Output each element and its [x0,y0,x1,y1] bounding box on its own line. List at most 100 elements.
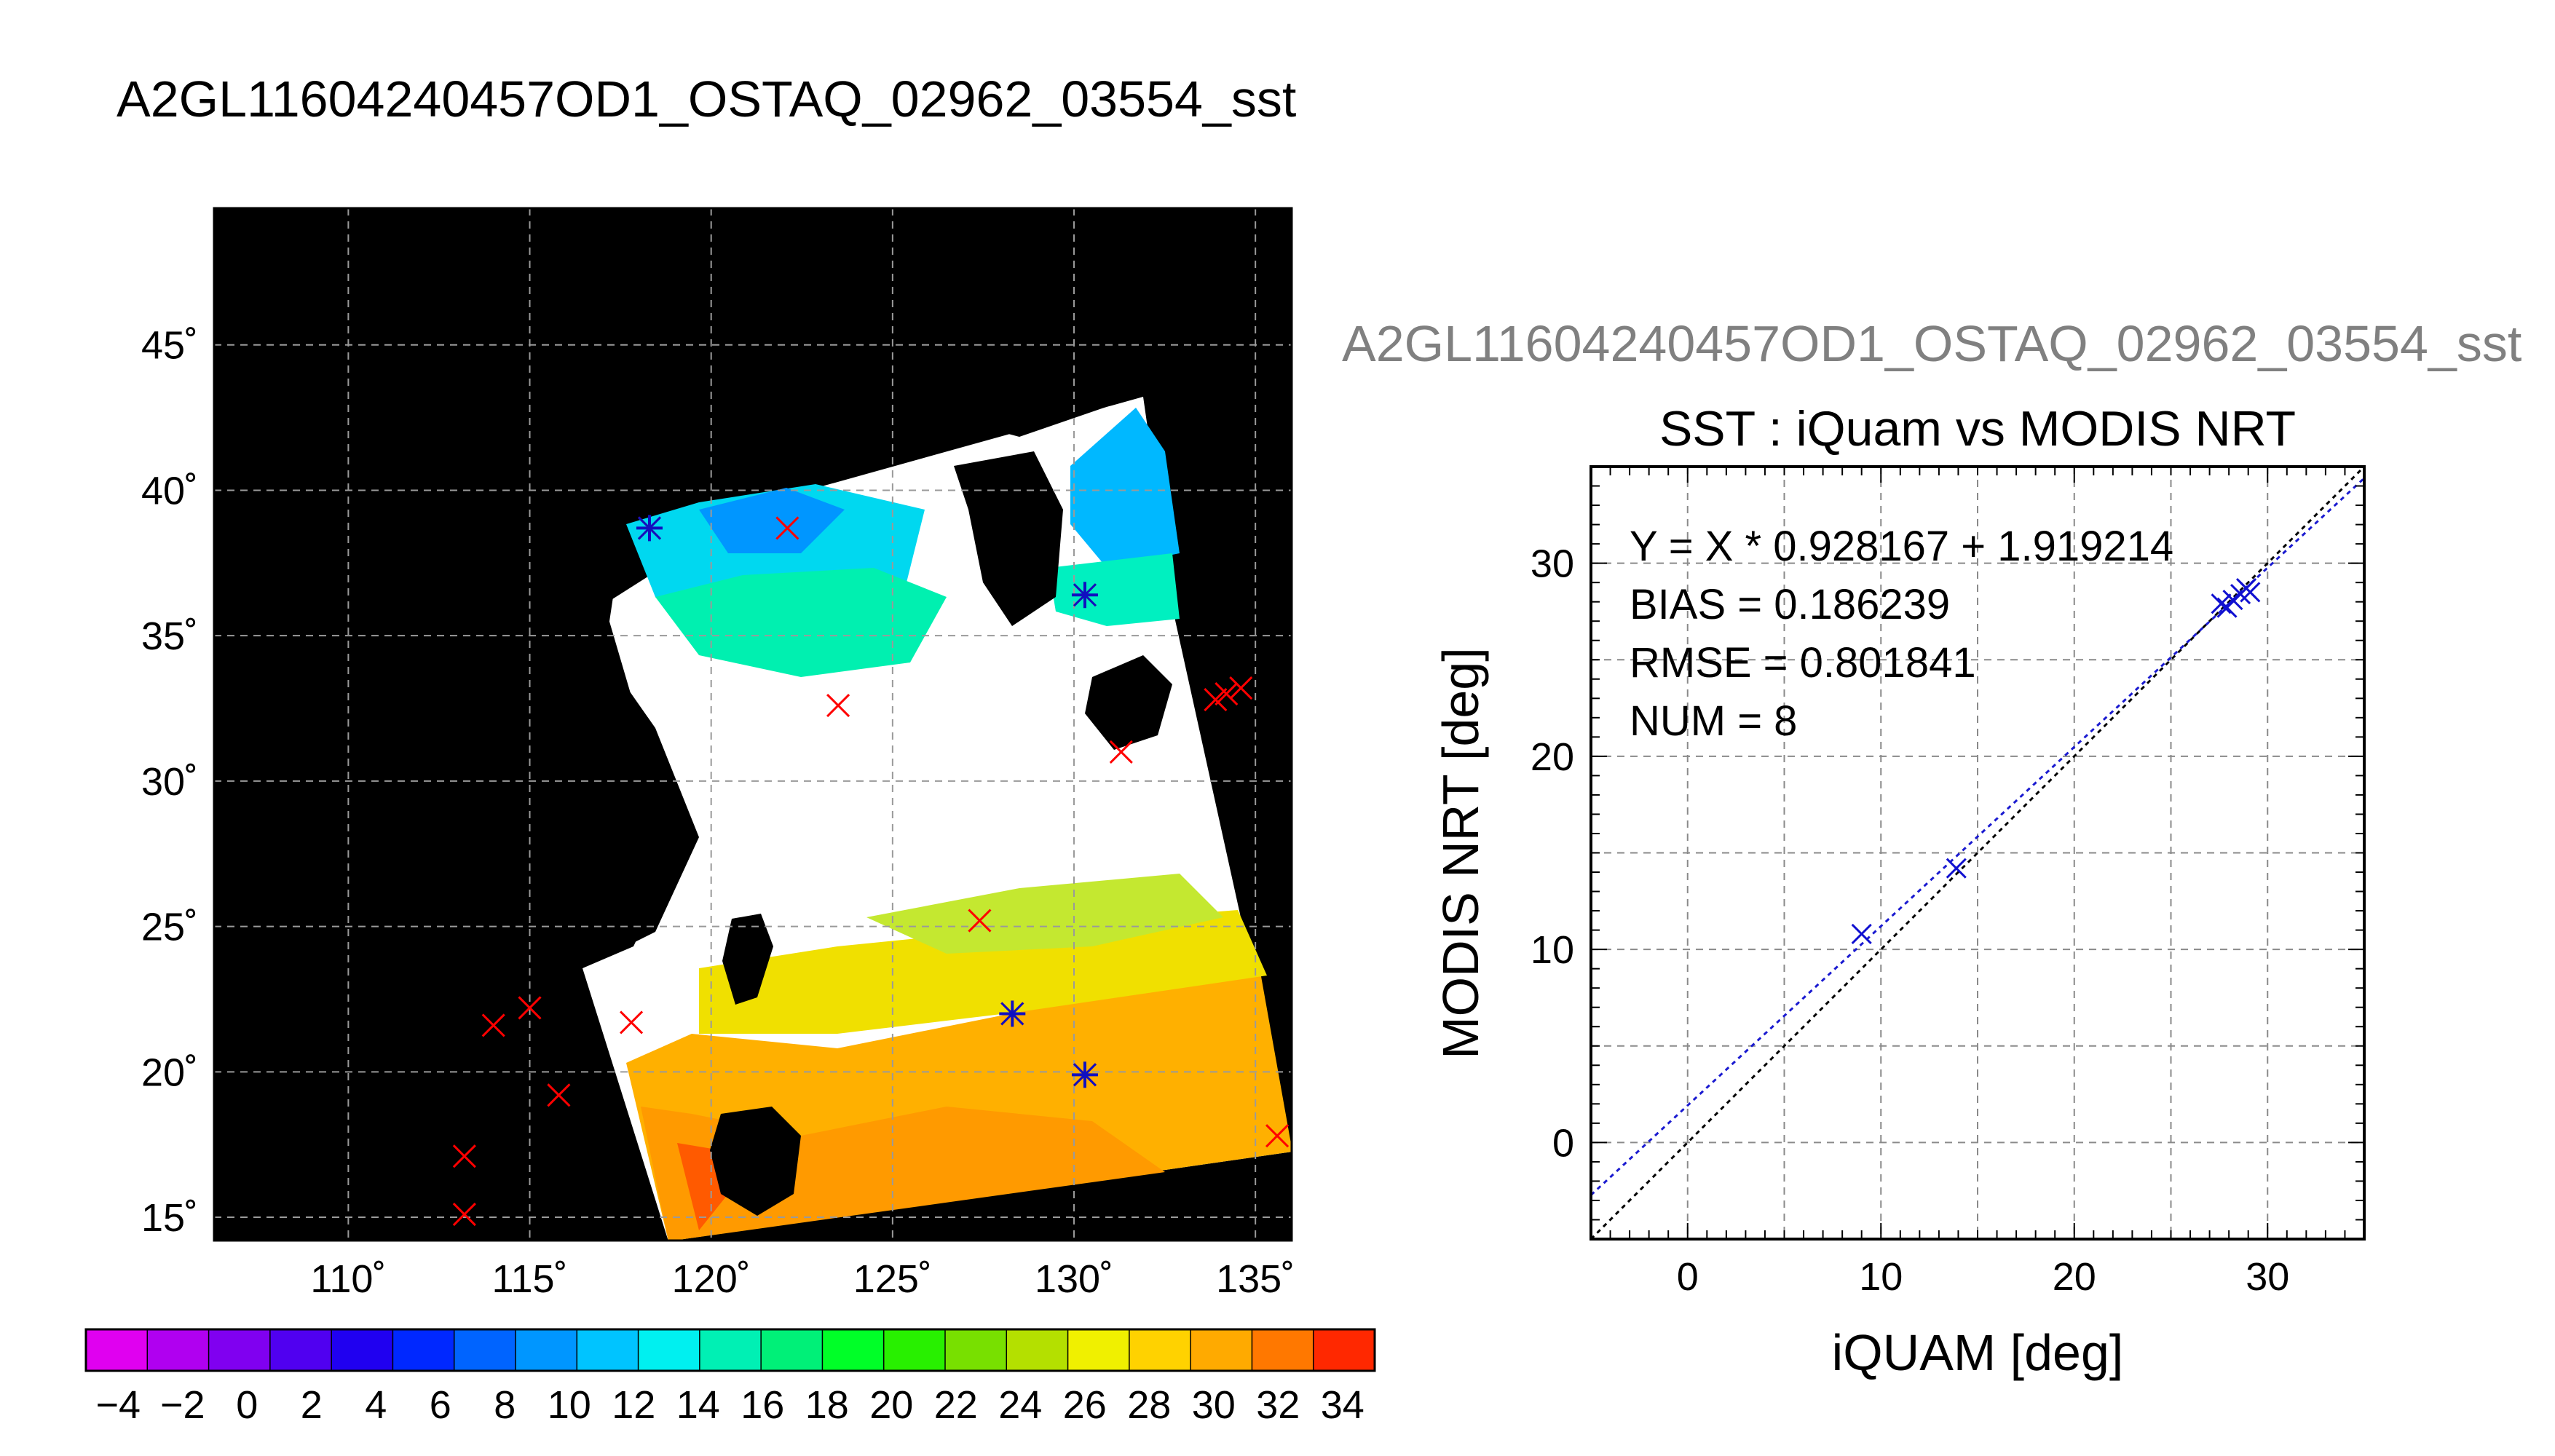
colorbar-tick-label: 4 [365,1383,387,1427]
scatter-y-tick-label: 10 [1531,928,1574,972]
map-lat-labels: 45˚ 40˚ 35˚ 30˚ 25˚ 20˚ 15˚ [141,324,198,1240]
buoy-marker [1109,740,1133,764]
colorbar-tick-label: 8 [494,1383,516,1427]
colorbar-swatches [85,1329,1376,1372]
map-lat-tick-label: 40˚ [141,469,198,513]
colorbar-swatch [1251,1329,1314,1372]
colorbar-swatch [269,1329,333,1372]
regression-fit-line [1591,477,2364,1196]
scatter-points [1851,578,2261,944]
colorbar-swatch [208,1329,272,1372]
buoy-marker [452,1202,476,1227]
scatter-y-axis-label: MODIS NRT [deg] [1432,647,1489,1059]
colorbar-tick-label: 22 [934,1383,978,1427]
swath-green-yellow [866,874,1223,954]
colorbar-tick-label: −2 [160,1383,205,1427]
buoy-marker [1071,582,1098,609]
map-lat-tick-label: 35˚ [141,614,198,658]
colorbar-swatch [392,1329,455,1372]
buoy-marker [1265,1124,1290,1148]
map-lon-tick-label: 110˚ [310,1257,386,1301]
colorbar-tick-label: 24 [998,1383,1042,1427]
scatter-grid [1591,467,2364,1239]
land-korea [954,451,1063,626]
colorbar-swatch [515,1329,578,1372]
colorbar-tick-label: 32 [1256,1383,1300,1427]
scatter-y-tick-label: 30 [1531,542,1574,586]
scatter-plot: 0 10 20 30 0 10 20 30 Y = X * 0.928167 + 1.919… [1432,465,2366,1381]
swath-east-sea-2 [1049,553,1180,626]
map-lat-tick-label: 45˚ [141,324,198,368]
colorbar-tick-label: 34 [1321,1383,1365,1427]
stat-equation: Y = X * 0.928167 + 1.919214 [1630,523,2173,570]
colorbar-swatch [1312,1329,1376,1372]
scatter-title: SST : iQuam vs MODIS NRT [1659,401,2296,456]
scatter-x-tick-labels: 0 10 20 30 [1677,1255,2290,1299]
scatter-x-tick-label: 20 [2053,1255,2096,1299]
colorbar-tick-label: 6 [430,1383,451,1427]
colorbar-labels: −4 −2 0 2 4 6 8 10 12 14 16 18 20 22 24 26 28 30 32 34 [95,1383,1364,1427]
map-lat-tick-label: 20˚ [141,1051,198,1094]
colorbar-swatch [1006,1329,1069,1372]
colorbar-swatch [146,1329,210,1372]
scatter-x-tick-label: 10 [1859,1255,1903,1299]
scatter-point [1851,923,1872,944]
colorbar-tick-label: 2 [301,1383,323,1427]
map-lon-tick-label: 120˚ [672,1257,751,1301]
scatter-point [2240,582,2261,603]
colorbar-swatch [944,1329,1008,1372]
swath-yellow-water [699,910,1267,1034]
colorbar-tick-label: 30 [1192,1383,1236,1427]
map-lat-tick-label: 25˚ [141,906,198,949]
colorbar-swatch [453,1329,517,1372]
buoy-marker [481,1013,505,1037]
buoy-marker [826,693,850,718]
colorbar-swatch [882,1329,947,1372]
colorbar-swatch [576,1329,639,1372]
buoy-marker [999,1000,1026,1027]
buoy-marker [620,1010,644,1034]
land-kyushu [1085,655,1172,750]
scatter-x-axis-label: iQUAM [deg] [1832,1324,2124,1381]
map-lon-tick-label: 130˚ [1035,1257,1113,1301]
map-lon-labels: 110˚ 115˚ 120˚ 125˚ 130˚ 135˚ [310,1257,1295,1301]
scatter-y-tick-label: 0 [1552,1121,1574,1165]
buoy-marker [1204,687,1228,712]
colorbar: −4 −2 0 2 4 6 8 10 12 14 16 18 20 22 24 26 28 30 32 34 [84,1328,1376,1427]
scatter-x-tick-label: 30 [2246,1255,2289,1299]
colorbar-tick-label: 20 [869,1383,913,1427]
map-lon-tick-label: 125˚ [853,1257,932,1301]
colorbar-swatch [760,1329,824,1372]
colorbar-swatch [821,1329,885,1372]
map-frame [213,207,1293,1242]
map-lon-tick-label: 115˚ [491,1257,567,1301]
colorbar-swatch [1129,1329,1192,1372]
colorbar-swatch [331,1329,394,1372]
scatter-point [1946,858,1967,879]
colorbar-tick-label: 18 [805,1383,849,1427]
swath-blue-water [699,488,845,553]
colorbar-swatch [1190,1329,1253,1372]
colorbar-swatch [85,1329,149,1372]
colorbar-tick-label: 0 [236,1383,258,1427]
stat-bias: BIAS = 0.186239 [1630,581,1950,628]
map-markers [452,515,1290,1227]
buoy-marker [775,516,799,540]
scatter-y-tick-label: 20 [1531,735,1574,779]
map-grid [214,208,1292,1241]
colorbar-tick-label: 10 [548,1383,591,1427]
colorbar-swatch [1067,1329,1131,1372]
buoy-marker [452,1144,476,1168]
buoy-marker [1229,676,1253,700]
colorbar-tick-label: 12 [612,1383,655,1427]
colorbar-frame [84,1328,1376,1372]
scatter-ticks [1591,467,2364,1239]
colorbar-tick-label: 16 [741,1383,784,1427]
fit-statistics: Y = X * 0.928167 + 1.919214 BIAS = 0.186… [1630,523,2173,745]
buoy-marker [968,909,992,933]
buoy-marker [1215,681,1239,706]
colorbar-swatch [699,1329,762,1372]
identity-line [1591,467,2364,1239]
map-lat-tick-label: 30˚ [141,760,198,804]
